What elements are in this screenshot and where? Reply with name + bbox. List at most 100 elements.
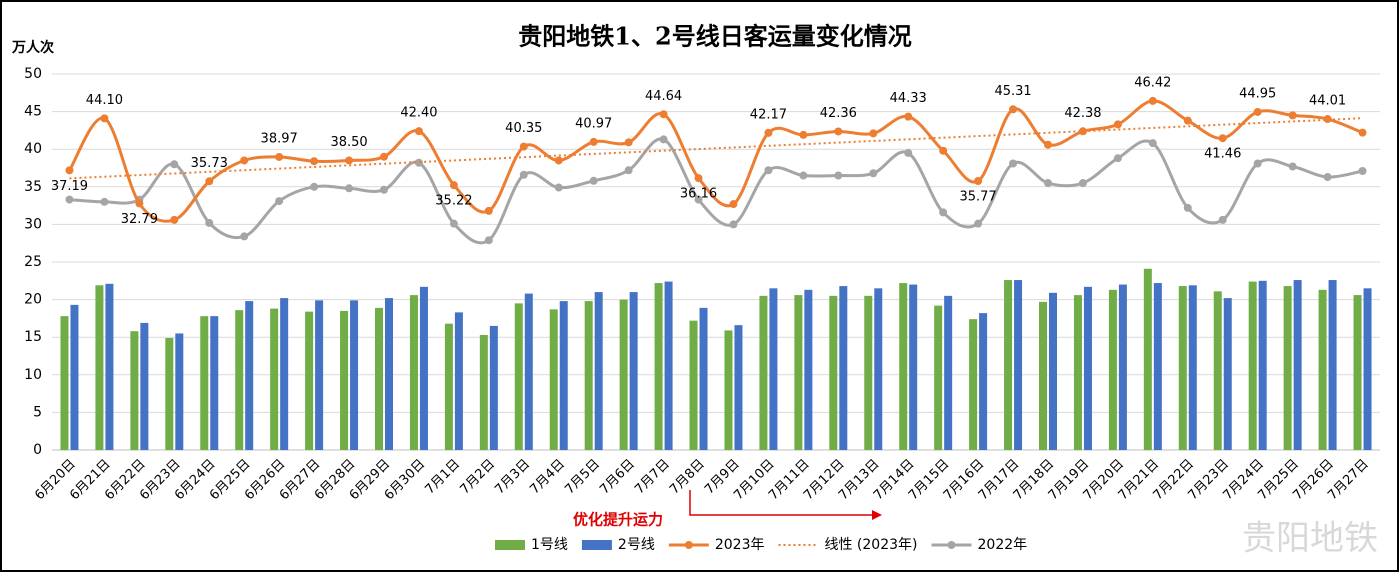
line-point bbox=[205, 218, 214, 227]
bar bbox=[1248, 281, 1257, 450]
line-point bbox=[869, 169, 878, 178]
line-point bbox=[659, 110, 668, 119]
line-point bbox=[834, 171, 843, 180]
bar bbox=[689, 320, 698, 450]
annotation: 优化提升运力 bbox=[573, 511, 663, 529]
data-label: 40.35 bbox=[505, 121, 542, 136]
bar bbox=[1083, 286, 1092, 450]
y-tick-label: 15 bbox=[24, 329, 42, 345]
line-point bbox=[1323, 115, 1332, 124]
line-point bbox=[1078, 127, 1087, 136]
line-point bbox=[624, 166, 633, 175]
data-label: 41.46 bbox=[1204, 147, 1241, 162]
line-point bbox=[1253, 159, 1262, 168]
bar bbox=[734, 325, 743, 450]
data-label: 36.16 bbox=[680, 187, 717, 202]
data-label: 38.97 bbox=[261, 131, 298, 146]
bar bbox=[60, 316, 69, 450]
bar bbox=[829, 295, 838, 450]
line-point bbox=[414, 127, 423, 136]
line-point bbox=[1183, 116, 1192, 125]
line-point bbox=[799, 171, 808, 180]
data-label: 44.01 bbox=[1309, 94, 1346, 109]
chart-title: 贵阳地铁1、2号线日客运量变化情况 bbox=[518, 22, 911, 51]
line-point bbox=[974, 219, 983, 228]
trendline bbox=[69, 117, 1363, 180]
watermark: 贵阳地铁 bbox=[1242, 519, 1378, 559]
line-point bbox=[659, 135, 668, 144]
line-point bbox=[1323, 173, 1332, 182]
line-point bbox=[974, 177, 983, 186]
legend-label: 2号线 bbox=[618, 537, 655, 553]
line-point bbox=[1113, 154, 1122, 163]
bar bbox=[979, 313, 988, 450]
bar bbox=[1258, 280, 1267, 450]
bar bbox=[724, 330, 733, 450]
line-point bbox=[310, 157, 319, 166]
line-point bbox=[1358, 128, 1367, 137]
bar bbox=[549, 309, 558, 450]
y-tick-label: 40 bbox=[24, 141, 42, 157]
data-label: 42.36 bbox=[820, 106, 857, 121]
line-point bbox=[1288, 111, 1297, 120]
line-point bbox=[1148, 139, 1157, 148]
bar bbox=[385, 298, 393, 450]
bar bbox=[210, 316, 219, 450]
annotation-arrow bbox=[689, 490, 872, 516]
line-point bbox=[65, 195, 74, 204]
line-point bbox=[170, 160, 179, 169]
data-label: 45.31 bbox=[994, 84, 1031, 99]
line-point bbox=[484, 236, 493, 245]
data-label: 42.40 bbox=[400, 106, 437, 121]
data-label: 44.10 bbox=[86, 93, 123, 108]
line-point bbox=[205, 177, 214, 186]
data-label: 42.38 bbox=[1064, 106, 1101, 121]
bar bbox=[559, 301, 568, 450]
bar bbox=[1283, 286, 1292, 450]
bar bbox=[419, 286, 428, 450]
line-point bbox=[904, 112, 913, 121]
bar bbox=[1328, 280, 1337, 450]
bar bbox=[794, 295, 803, 450]
line-point bbox=[484, 206, 493, 215]
line-point bbox=[1009, 159, 1018, 168]
line-point bbox=[554, 156, 563, 165]
line-point bbox=[1183, 203, 1192, 212]
legend-swatch bbox=[495, 540, 525, 550]
bar bbox=[1039, 301, 1047, 450]
line-point bbox=[100, 197, 109, 206]
bar bbox=[1118, 284, 1127, 450]
bar bbox=[95, 285, 104, 450]
line-point bbox=[589, 176, 598, 185]
line-point bbox=[310, 182, 319, 191]
bar bbox=[699, 307, 708, 450]
bar bbox=[200, 316, 209, 450]
bar bbox=[1213, 291, 1222, 450]
line-point bbox=[1218, 134, 1227, 143]
bar bbox=[175, 333, 184, 450]
y-tick-label: 50 bbox=[24, 66, 42, 82]
legend-label: 2022年 bbox=[978, 537, 1028, 553]
data-label: 44.33 bbox=[890, 91, 927, 106]
line-point bbox=[1253, 107, 1262, 116]
line-point bbox=[694, 174, 703, 183]
annotation-arrowhead bbox=[872, 510, 882, 520]
data-label: 44.64 bbox=[645, 89, 682, 104]
y-tick-label: 30 bbox=[24, 216, 42, 232]
bar bbox=[864, 295, 873, 450]
bar bbox=[1353, 295, 1362, 450]
line-point bbox=[1009, 105, 1018, 114]
legend-label: 2023年 bbox=[715, 537, 765, 553]
line-point bbox=[624, 138, 633, 147]
line-point bbox=[1113, 120, 1122, 129]
legend-label: 1号线 bbox=[531, 537, 568, 553]
bar bbox=[70, 304, 79, 450]
bar bbox=[280, 298, 289, 450]
bar bbox=[270, 308, 279, 450]
bar bbox=[375, 307, 383, 450]
line-point bbox=[240, 156, 249, 165]
y-tick-label: 45 bbox=[24, 104, 42, 120]
bar bbox=[444, 323, 453, 450]
line-point bbox=[1148, 96, 1157, 105]
